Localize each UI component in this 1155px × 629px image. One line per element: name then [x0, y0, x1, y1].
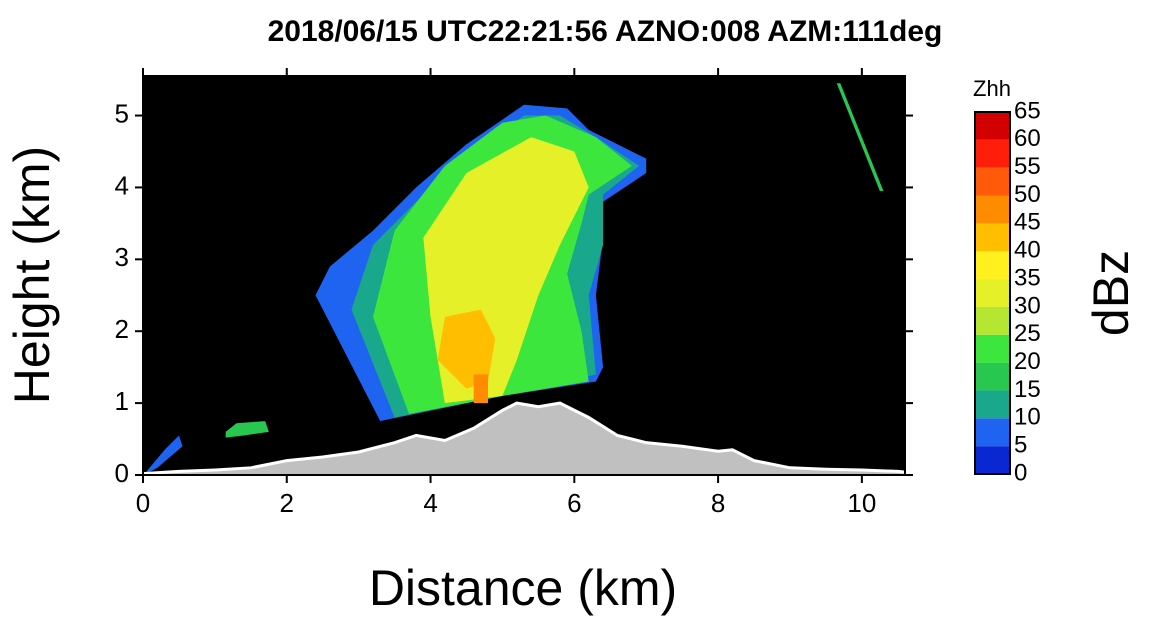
colorbar-segment — [975, 167, 1010, 196]
plot-frame — [142, 75, 906, 476]
x-tick-label: 6 — [567, 488, 581, 518]
colorbar-tick-label: 15 — [1014, 376, 1041, 403]
colorbar-segment — [975, 139, 1010, 168]
colorbar-label: dBz — [1083, 250, 1139, 336]
echo-region — [473, 374, 489, 404]
y-tick-label: 2 — [115, 314, 129, 344]
colorbar-tick-label: 60 — [1014, 125, 1041, 152]
echo-region — [437, 309, 496, 389]
colorbar-segment — [975, 223, 1010, 252]
colorbar-tick-label: 0 — [1014, 459, 1027, 486]
colorbar-tick-label: 55 — [1014, 153, 1041, 180]
echo-region — [836, 83, 884, 192]
colorbar-segment — [975, 306, 1010, 335]
colorbar-tick-label: 45 — [1014, 209, 1041, 236]
chart-title: 2018/06/15 UTC22:21:56 AZNO:008 AZM:111d… — [268, 15, 943, 48]
colorbar-segment — [975, 112, 1010, 140]
colorbar-segment — [975, 390, 1010, 419]
y-tick-label: 0 — [115, 458, 129, 488]
colorbar-tick-label: 30 — [1014, 292, 1041, 319]
terrain-line — [142, 401, 906, 476]
colorbar-tick-label: 35 — [1014, 264, 1041, 291]
colorbar-tick-label: 65 — [1014, 97, 1041, 124]
colorbar-tick-label: 5 — [1014, 431, 1027, 458]
x-tick-label: 0 — [136, 488, 150, 518]
colorbar-tick-label: 10 — [1014, 404, 1041, 431]
colorbar-title: Zhh — [973, 76, 1011, 101]
echo-region — [225, 421, 269, 438]
y-axis-label: Height (km) — [4, 146, 60, 404]
y-tick-label: 5 — [115, 98, 129, 128]
x-tick-label: 4 — [423, 488, 437, 518]
x-tick-label: 2 — [280, 488, 294, 518]
colorbar-segment — [975, 251, 1010, 280]
colorbar-segment — [975, 362, 1010, 391]
colorbar-segment — [975, 279, 1010, 307]
colorbar-tick-label: 40 — [1014, 237, 1041, 264]
x-tick-label: 8 — [711, 488, 725, 518]
colorbar-segment — [975, 446, 1010, 474]
y-tick-label: 4 — [115, 170, 129, 200]
x-tick-label: 10 — [847, 488, 876, 518]
colorbar-frame — [974, 111, 1011, 475]
colorbar-tick-label: 20 — [1014, 348, 1041, 375]
y-tick-label: 1 — [115, 386, 129, 416]
echo-region — [146, 435, 183, 474]
colorbar-segment — [975, 418, 1010, 447]
y-tick-label: 3 — [115, 242, 129, 272]
colorbar-tick-label: 25 — [1014, 320, 1041, 347]
colorbar-segment — [975, 195, 1010, 224]
colorbar-tick-label: 50 — [1014, 181, 1041, 208]
colorbar-segment — [975, 334, 1010, 363]
x-axis-label: Distance (km) — [369, 560, 677, 616]
